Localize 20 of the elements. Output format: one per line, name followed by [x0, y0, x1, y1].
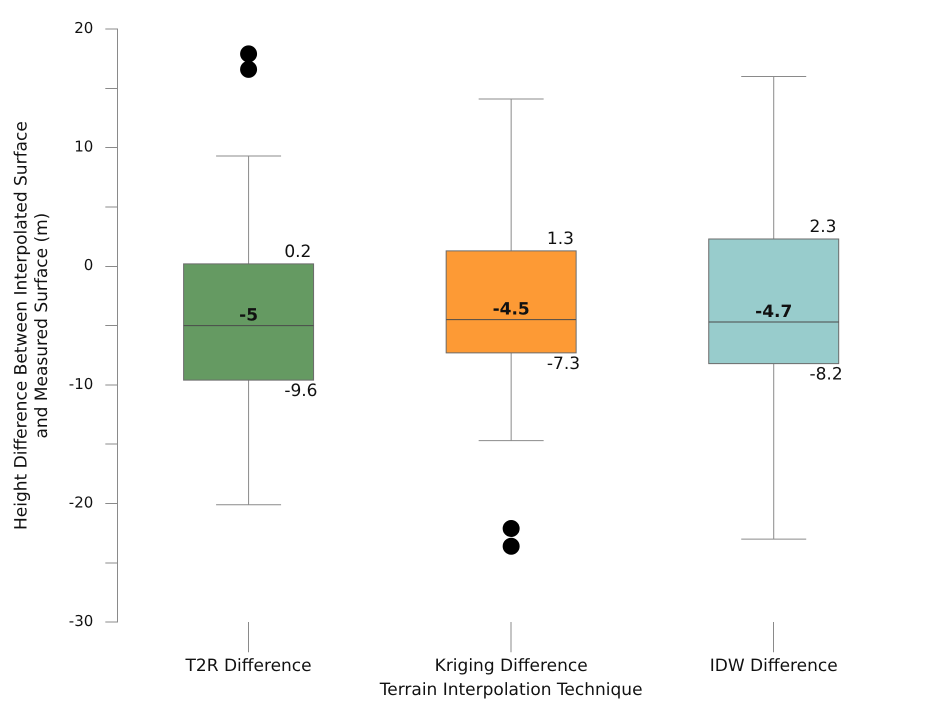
y-tick-label: 20: [74, 18, 94, 37]
annotation: 2.3: [809, 216, 837, 237]
x-tick-label: IDW Difference: [710, 656, 838, 676]
annotation: 1.3: [546, 228, 574, 249]
y-tick-label: -30: [68, 612, 94, 630]
annotation: -7.3: [546, 354, 580, 374]
annotation: -9.6: [284, 381, 318, 402]
y-tick-label: -20: [68, 493, 94, 512]
annotation: 0.2: [284, 242, 312, 262]
x-tick-label: Kriging Difference: [434, 656, 588, 676]
annotation: -4.5: [492, 300, 530, 320]
annotation: -5: [239, 306, 258, 326]
annotation: -4.7: [755, 302, 792, 322]
x-axis-title: Terrain Interpolation Technique: [378, 680, 643, 700]
y-axis-title: Height Difference Between Interpolated Surface and Measured Surface (m): [12, 121, 52, 530]
annotation: -8.2: [809, 364, 843, 384]
y-tick-label: 0: [84, 256, 94, 274]
y-tick-label: -10: [68, 374, 94, 393]
y-tick-label: 10: [74, 138, 94, 156]
x-tick-label: T2R Difference: [184, 656, 312, 676]
